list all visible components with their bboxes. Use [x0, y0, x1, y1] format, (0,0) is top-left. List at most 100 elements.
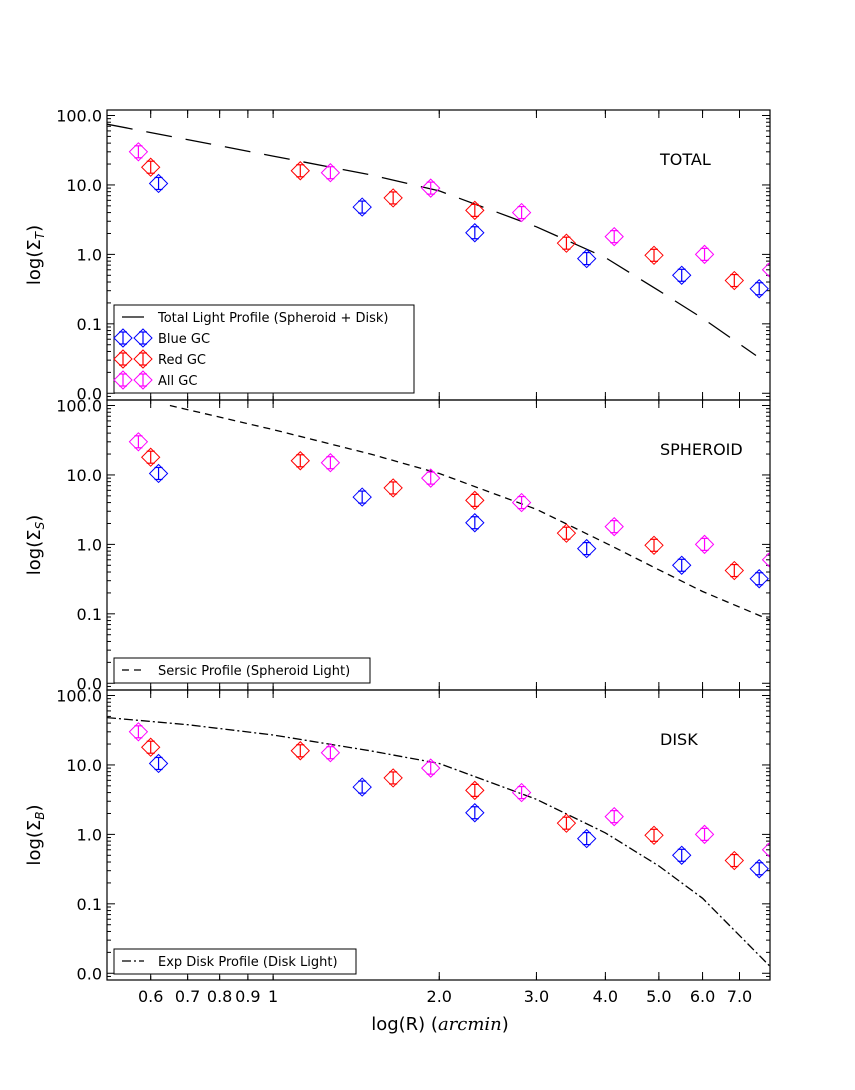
marker-diamond [421, 758, 441, 778]
series-blue-gc [148, 463, 769, 589]
series-all-gc [128, 432, 770, 568]
x-tick-label: 5.0 [646, 987, 671, 1006]
marker-diamond [724, 270, 745, 291]
marker-diamond [140, 157, 161, 177]
data-point [644, 535, 664, 556]
marker-diamond [749, 569, 769, 589]
marker-diamond [128, 432, 149, 452]
panel-spheroid: 0.0 0.1 1.0 10.0 100.0 SPHEROID log(ΣS) Sersic … [24, 396, 771, 693]
data-point [724, 560, 745, 581]
marker-diamond [465, 513, 485, 533]
marker-diamond [421, 178, 441, 198]
legend-marker-swatch [113, 349, 133, 369]
data-point [556, 523, 577, 543]
marker-diamond [133, 370, 153, 390]
marker-diamond [749, 859, 769, 879]
data-point [290, 451, 310, 471]
marker-diamond [290, 161, 310, 181]
legend-marker-swatch [133, 349, 153, 369]
marker-diamond [576, 248, 597, 269]
legend-marker-swatch [133, 328, 153, 348]
data-point [465, 513, 485, 533]
y-tick-label: 0.1 [77, 605, 102, 624]
marker-diamond [465, 223, 485, 243]
legend-marker-swatch [133, 370, 153, 390]
legend-entry: Blue GC [158, 332, 210, 347]
data-point [556, 233, 577, 253]
data-point [724, 850, 745, 871]
marker-diamond [511, 202, 532, 223]
data-point [421, 758, 441, 778]
data-point [128, 722, 149, 742]
data-point [383, 478, 403, 498]
x-tick-label: 0.9 [235, 987, 260, 1006]
legend: Total Light Profile (Spheroid + Disk) Blu… [113, 304, 415, 394]
marker-diamond [133, 349, 153, 369]
marker-diamond [148, 463, 169, 484]
marker-diamond [290, 741, 310, 761]
data-point [694, 244, 715, 265]
y-tick-label: 100.0 [56, 106, 102, 125]
legend-marker-swatch [113, 370, 133, 390]
y-tick-label: 1.0 [77, 245, 102, 264]
data-point [511, 492, 532, 513]
data-point [383, 188, 403, 208]
marker-diamond [556, 813, 577, 833]
data-point [148, 753, 169, 774]
data-point [576, 248, 597, 269]
marker-diamond [290, 451, 310, 471]
marker-diamond [465, 780, 485, 801]
series-all-gc [128, 722, 770, 858]
data-point [140, 447, 161, 467]
data-point [148, 463, 169, 484]
data-point [761, 551, 770, 568]
marker-diamond [465, 490, 485, 511]
x-tick-label: 0.6 [138, 987, 163, 1006]
marker-diamond [694, 534, 715, 555]
data-point [290, 741, 310, 761]
marker-diamond [148, 753, 169, 774]
marker-diamond [694, 244, 715, 265]
marker-diamond [511, 782, 532, 803]
data-point [604, 226, 624, 247]
x-tick-label: 2.0 [427, 987, 452, 1006]
x-axis-label: log(R) (arcmin) [371, 1014, 509, 1035]
marker-diamond [644, 825, 664, 846]
marker-diamond [320, 453, 341, 473]
marker-diamond [724, 850, 745, 871]
marker-diamond [671, 265, 692, 285]
series-red-gc [140, 737, 745, 871]
profile-line [107, 716, 770, 968]
marker-diamond [576, 538, 597, 559]
panel-label: TOTAL [659, 150, 711, 169]
series-blue-gc [148, 173, 769, 299]
data-point [465, 223, 485, 243]
y-tick-label: 100.0 [56, 686, 102, 705]
data-point [671, 265, 692, 285]
marker-diamond [148, 173, 169, 194]
data-point [761, 841, 770, 858]
marker-diamond [556, 523, 577, 543]
data-point [465, 780, 485, 801]
x-tick-label: 0.7 [175, 987, 200, 1006]
marker-diamond [724, 560, 745, 581]
y-axis-label: log(ΣS) [24, 515, 47, 576]
x-tick-label: 1 [268, 987, 278, 1006]
marker-diamond [761, 261, 770, 278]
marker-diamond [140, 737, 161, 757]
data-point [421, 178, 441, 198]
profile-line [169, 404, 770, 621]
marker-diamond [511, 492, 532, 513]
data-point [465, 803, 485, 823]
marker-diamond [320, 163, 341, 183]
legend-entry: Red GC [158, 353, 206, 368]
x-tick-label: 0.8 [207, 987, 232, 1006]
data-point [140, 157, 161, 177]
data-point [644, 825, 664, 846]
y-tick-label: 0.0 [77, 674, 102, 693]
data-point [383, 768, 403, 788]
marker-diamond [128, 142, 149, 162]
data-point [511, 782, 532, 803]
data-point [320, 743, 341, 763]
series-blue-gc [148, 753, 769, 879]
